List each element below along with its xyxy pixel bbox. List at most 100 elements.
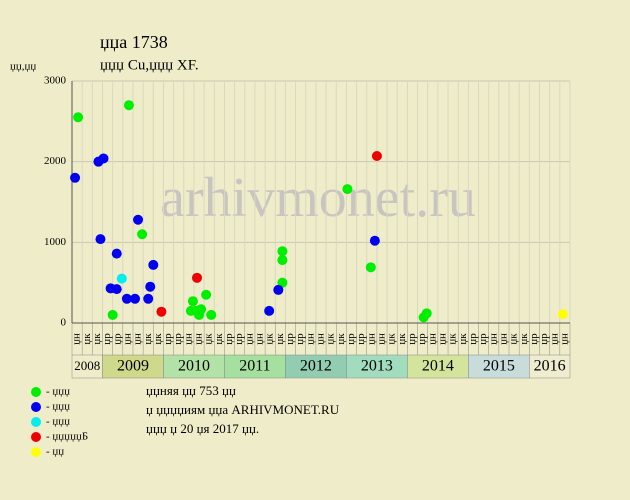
x-tick-label: џк (447, 333, 459, 345)
y-tick-label: 1000 (44, 236, 67, 248)
x-tick-label: џк (91, 333, 103, 345)
x-tick-label: џк (386, 333, 398, 345)
note: џџџ џ 20 џя 2017 џџ. (146, 421, 259, 436)
x-tick-label: џк (142, 333, 154, 345)
x-tick-label: џн (497, 333, 509, 345)
x-tick-label: џр (294, 333, 306, 345)
legend-label: - џџџ (46, 386, 70, 398)
x-tick-label: џр (111, 333, 123, 345)
data-point (192, 272, 203, 283)
data-point (264, 305, 275, 316)
chart-subtitle: џџџ Cu,џџџ XF. (100, 57, 199, 73)
data-point (116, 273, 127, 284)
y-tick-label: 2000 (44, 155, 67, 167)
watermark: arhivmonet.ru (160, 167, 476, 229)
note: џ џџџџиям џџа ARHIVMONET.RU (146, 402, 340, 417)
x-tick-label: џн (558, 333, 570, 345)
x-tick-label: џн (182, 333, 194, 345)
x-tick-label: џк (335, 333, 347, 345)
year-label: 2016 (534, 358, 566, 375)
x-tick-label: џр (477, 333, 489, 345)
x-tick-label: џн (548, 333, 560, 345)
data-point (145, 281, 156, 292)
x-tick-label: џн (193, 333, 205, 345)
data-point (206, 309, 217, 320)
legend-label: - џџџџџБ (46, 431, 88, 443)
y-tick-label: 3000 (44, 75, 67, 87)
y-axis-label: џџ,џџ (10, 61, 36, 73)
x-tick-label: џр (345, 333, 357, 345)
data-point (273, 284, 284, 295)
x-tick-label: џк (81, 333, 93, 345)
x-tick-label: џр (528, 333, 540, 345)
data-point (133, 214, 144, 225)
data-point (156, 306, 167, 317)
data-point (107, 309, 118, 320)
x-tick-label: џк (203, 333, 215, 345)
year-label: 2011 (239, 358, 270, 375)
chart-title: џџа 1738 (100, 32, 168, 52)
x-tick-label: џн (132, 333, 144, 345)
x-tick-label: џк (518, 333, 530, 345)
data-point (277, 277, 288, 288)
x-tick-label: џр (101, 333, 113, 345)
x-tick-label: џр (406, 333, 418, 345)
legend-swatch (31, 417, 41, 427)
data-point (148, 259, 159, 270)
x-tick-label: џр (223, 333, 235, 345)
x-tick-label: џн (315, 333, 327, 345)
year-label: 2012 (300, 358, 332, 375)
data-point (365, 262, 376, 273)
legend-label: - џџџ (46, 416, 70, 428)
x-tick-label: џк (213, 333, 225, 345)
year-label: 2013 (361, 358, 393, 375)
data-point (421, 308, 432, 319)
x-tick-label: џр (233, 333, 245, 345)
data-point (130, 293, 141, 304)
legend-swatch (31, 432, 41, 442)
data-point (95, 234, 106, 245)
legend-swatch (31, 402, 41, 412)
legend-swatch (31, 447, 41, 457)
x-tick-label: џк (396, 333, 408, 345)
data-point (121, 293, 132, 304)
data-point (70, 172, 81, 183)
data-point (111, 284, 122, 295)
x-tick-label: џн (436, 333, 448, 345)
data-point (194, 309, 205, 320)
legend-label: - џџ (46, 446, 64, 458)
data-point (143, 293, 154, 304)
data-point (277, 255, 288, 266)
x-tick-label: џр (162, 333, 174, 345)
x-tick-label: џк (508, 333, 520, 345)
x-tick-label: џн (426, 333, 438, 345)
x-tick-label: џн (243, 333, 255, 345)
data-point (98, 153, 109, 164)
data-point (369, 235, 380, 246)
x-tick-label: џк (264, 333, 276, 345)
x-tick-label: џр (284, 333, 296, 345)
x-tick-label: џн (121, 333, 133, 345)
x-tick-label: џн (487, 333, 499, 345)
data-point (371, 151, 382, 162)
data-point (277, 246, 288, 257)
x-tick-label: џн (365, 333, 377, 345)
year-label: 2015 (483, 358, 515, 375)
x-tick-label: џн (254, 333, 266, 345)
legend-swatch (31, 387, 41, 397)
x-tick-label: џк (152, 333, 164, 345)
data-point (342, 184, 353, 195)
year-label: 2014 (422, 358, 454, 375)
data-point (201, 289, 212, 300)
data-point (73, 112, 84, 123)
year-label: 2010 (178, 358, 210, 375)
x-tick-label: џк (325, 333, 337, 345)
x-tick-label: џн (376, 333, 388, 345)
x-tick-label: џн (304, 333, 316, 345)
data-point (123, 100, 134, 111)
data-point (187, 296, 198, 307)
data-point (111, 248, 122, 259)
year-label: 2008 (74, 358, 100, 373)
